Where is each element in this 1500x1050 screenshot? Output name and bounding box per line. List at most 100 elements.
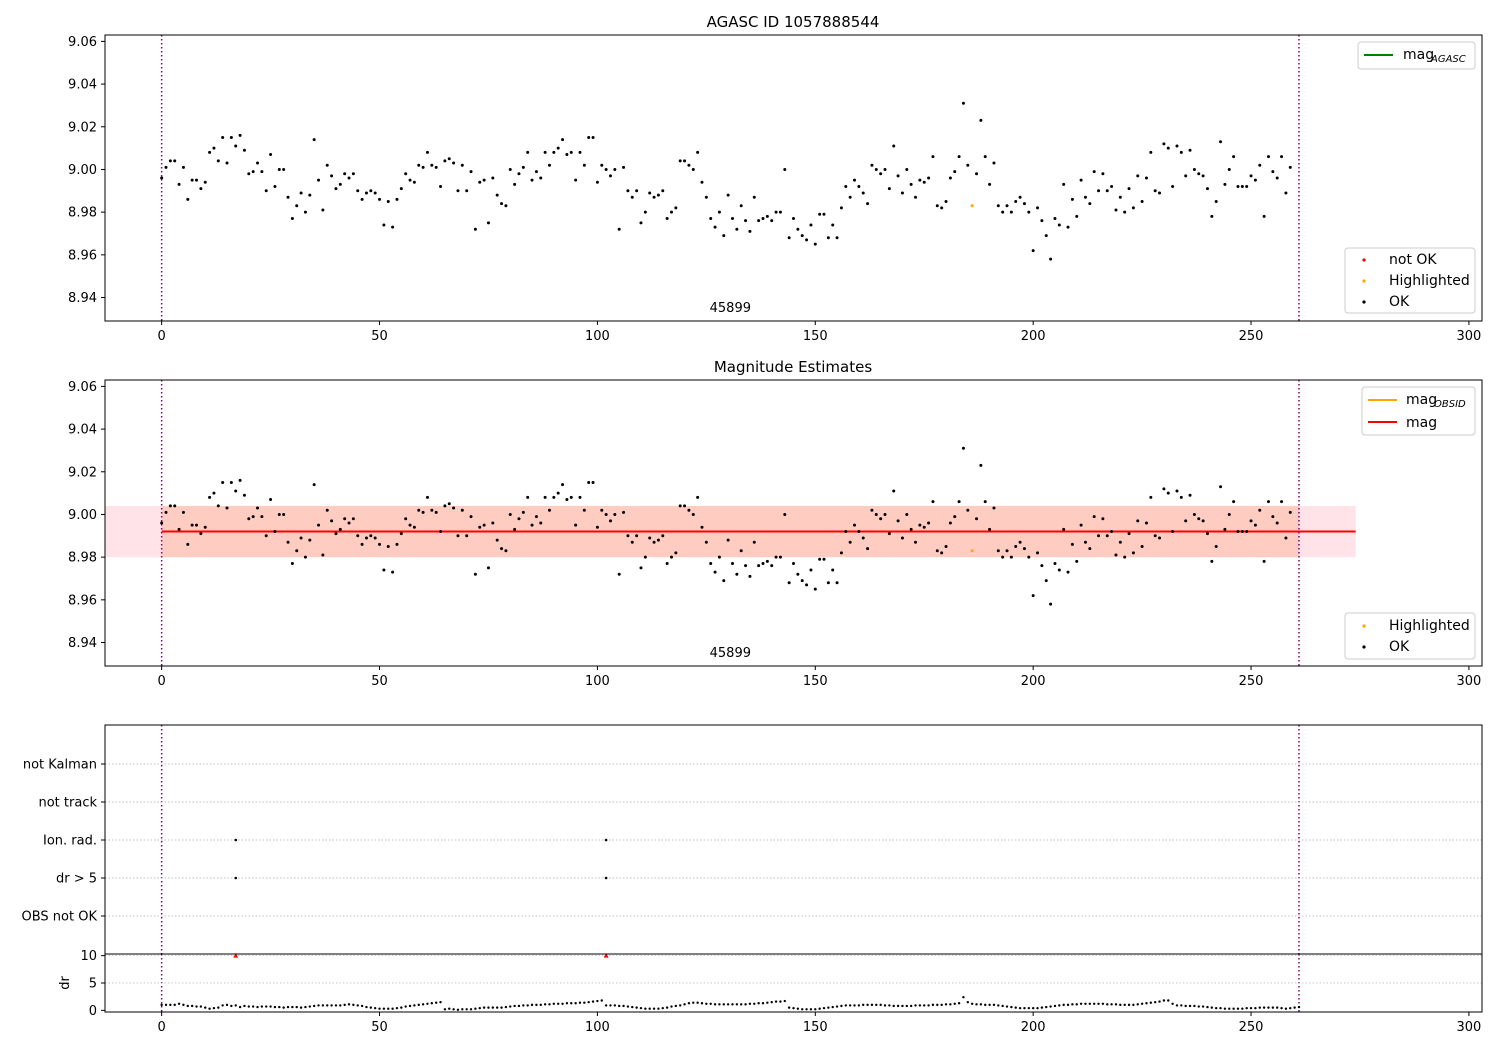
ok-point — [1214, 199, 1218, 203]
ok-point — [1288, 165, 1292, 169]
x-tick-label: 50 — [371, 329, 388, 344]
ok-point — [687, 163, 691, 167]
ok-point — [622, 510, 626, 514]
dr-point — [766, 1001, 769, 1004]
ok-point — [765, 559, 769, 563]
ok-point — [809, 223, 813, 227]
ok-point — [1245, 185, 1249, 189]
dr-plot-area — [105, 953, 1482, 1012]
ok-point — [900, 536, 904, 540]
dr-point — [722, 1003, 725, 1006]
highlighted-point — [970, 204, 974, 208]
ok-point — [1088, 202, 1092, 206]
dr-point — [927, 1004, 930, 1007]
dr-point — [413, 1004, 416, 1007]
dr-point — [561, 1002, 564, 1005]
dr-point — [334, 1004, 338, 1007]
ok-point — [652, 540, 656, 544]
dr-point — [169, 1003, 172, 1007]
ok-point — [173, 159, 177, 163]
dr-point — [1027, 1006, 1031, 1010]
dr-point — [478, 1006, 481, 1010]
y-tick-label: 9.00 — [68, 508, 97, 523]
ok-point — [203, 180, 207, 184]
dr-point — [1297, 1005, 1301, 1009]
ok-point — [892, 489, 896, 493]
dr-point — [1275, 1006, 1279, 1009]
dr-x-tick-label: 300 — [1457, 1020, 1482, 1035]
ok-point — [513, 527, 517, 531]
legend2-ok-marker — [1362, 645, 1366, 649]
dr-point — [417, 1003, 420, 1007]
legend-mag: mag — [1406, 415, 1437, 431]
dr-point — [339, 1004, 342, 1007]
dr-point — [1149, 1001, 1153, 1004]
ok-point — [674, 206, 678, 210]
ok-point — [495, 193, 499, 197]
y-tick-label: 9.06 — [68, 35, 97, 50]
ok-point — [935, 549, 939, 553]
ok-point — [1027, 555, 1031, 559]
ok-point — [996, 204, 1000, 208]
ok-point — [391, 225, 395, 229]
ok-point — [948, 176, 952, 180]
ok-point — [225, 506, 229, 510]
agasc-panel: AGASC ID 1057888544 0 50 100 150 200 250 300 8.… — [68, 13, 1483, 344]
ok-point — [1027, 210, 1031, 214]
ok-point — [704, 540, 708, 544]
ok-point — [456, 189, 460, 193]
ok-point — [687, 508, 691, 512]
dr-point — [818, 1007, 821, 1010]
ok-point — [242, 493, 246, 497]
dr-point — [1184, 1004, 1187, 1008]
dr-point — [600, 999, 603, 1002]
dr-point — [609, 1004, 612, 1007]
ok-point — [765, 214, 769, 218]
ok-point — [922, 525, 926, 529]
ok-point — [600, 508, 604, 512]
dr-point — [543, 1003, 547, 1006]
ok-point — [1253, 178, 1257, 182]
dr-point — [992, 1003, 996, 1007]
ok-point — [831, 223, 835, 227]
ok-point — [1201, 519, 1205, 523]
ok-point — [774, 555, 778, 559]
ok-point — [465, 189, 469, 193]
ok-point — [1075, 559, 1079, 563]
ok-point — [260, 515, 264, 519]
ok-point — [1184, 519, 1188, 523]
ok-point — [229, 480, 233, 484]
ok-point — [822, 557, 826, 561]
dr-point — [1162, 999, 1166, 1002]
ok-point — [473, 227, 477, 231]
ok-point — [730, 217, 734, 221]
dr-point — [308, 1005, 312, 1008]
ok-point — [726, 193, 730, 197]
ok-point — [961, 101, 965, 105]
ok-point — [1075, 214, 1079, 218]
dr-point — [487, 1006, 490, 1009]
ok-point — [238, 133, 242, 137]
estimates-title: Magnitude Estimates — [714, 358, 872, 376]
ok-point — [796, 227, 800, 231]
dr-point — [182, 1003, 185, 1007]
dr-point — [731, 1003, 734, 1006]
ok-point — [482, 178, 486, 182]
dr-point — [622, 1004, 625, 1008]
dr-point — [199, 1005, 203, 1008]
dr-point — [269, 1005, 272, 1008]
ok-point — [1123, 555, 1127, 559]
ok-point — [853, 178, 857, 182]
ok-point — [290, 562, 294, 566]
dr-point — [1018, 1006, 1022, 1010]
ok-point — [700, 180, 704, 184]
dr-point — [883, 1004, 887, 1007]
ok-point — [822, 212, 826, 216]
ok-point — [269, 153, 273, 157]
ok-point — [582, 163, 586, 167]
ok-point — [874, 512, 878, 516]
ok-point — [957, 155, 961, 159]
dr-point — [652, 1007, 656, 1010]
ok-point — [1070, 542, 1074, 546]
